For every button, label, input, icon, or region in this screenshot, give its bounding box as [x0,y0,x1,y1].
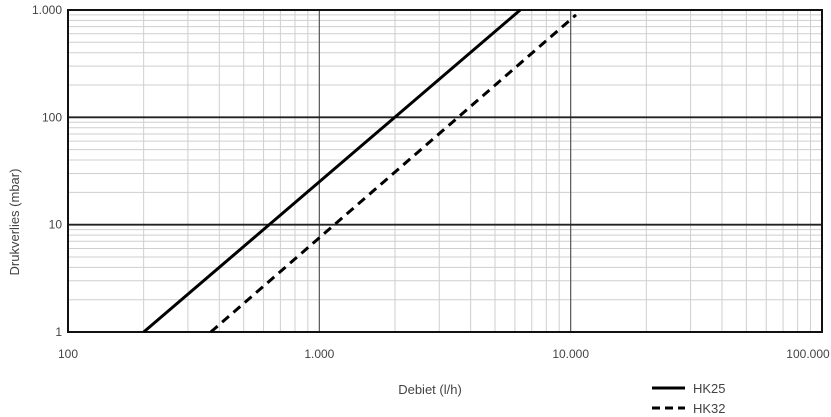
major-gridlines [68,10,822,332]
x-tick-label: 1.000 [304,347,334,361]
x-axis-title: Debiet (l/h) [398,382,462,397]
plot-frame [67,9,823,333]
x-tick-labels: 100 1.000 10.000 100.000 [58,347,830,361]
x-tick-label: 100 [58,347,78,361]
series-line-hk25 [142,8,522,334]
y-tick-label: 1.000 [32,3,62,17]
x-tick-label: 10.000 [552,347,589,361]
legend: HK25 HK32 [652,381,726,416]
y-tick-label: 10 [49,218,63,232]
legend-label-hk25: HK25 [693,381,726,396]
legend-label-hk32: HK32 [693,401,726,416]
y-tick-label: 1 [55,325,62,339]
series-layer [142,8,577,334]
x-tick-label: 100.000 [786,347,830,361]
minor-gridlines [68,10,822,332]
y-tick-labels: 1 10 100 1.000 [32,3,62,339]
y-tick-label: 100 [42,110,62,124]
y-axis-title: Drukverlies (mbar) [7,169,22,276]
series-line-hk32 [209,13,577,334]
